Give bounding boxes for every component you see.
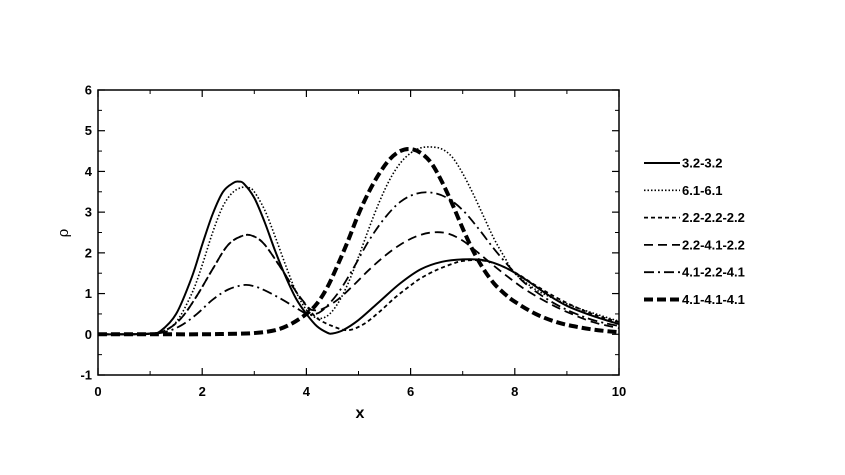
y-tick-label: 3 [85,205,92,220]
series-line-5 [98,146,619,337]
series-line-0 [98,180,619,336]
x-tick-label: 0 [94,384,101,399]
y-tick-label: 1 [85,286,92,301]
y-axis-label: ρ [54,228,72,237]
series-line-2 [98,233,619,336]
legend-label-1: 6.1-6.1 [682,183,722,198]
series-line-3 [98,231,619,336]
x-tick-label: 10 [612,384,626,399]
legend-label-5: 4.1-4.1-4.1 [682,292,745,307]
legend-label-4: 4.1-2.2-4.1 [682,265,745,280]
y-tick-label: 2 [85,245,92,260]
plot-frame [97,89,620,376]
y-tick-label: 4 [85,164,93,179]
series-line-1 [98,146,619,336]
legend-label-0: 3.2-3.2 [682,156,722,171]
y-tick-label: -1 [80,368,92,383]
x-tick-label: 4 [303,384,311,399]
legend: 3.2-3.2 6.1-6.1 2.2-2.2-2.2 2.2-4.1-2.2 4.1-… [644,156,745,307]
x-tick-label: 6 [407,384,414,399]
legend-label-2: 2.2-2.2-2.2 [682,210,745,225]
y-tick-label: 6 [85,83,92,98]
x-axis-label: x [356,405,365,422]
y-tick-label: 0 [85,327,92,342]
x-tick-label: 2 [199,384,206,399]
series-group [98,146,619,337]
x-tick-label: 8 [511,384,518,399]
legend-label-3: 2.2-4.1-2.2 [682,237,745,252]
y-tick-label: 5 [85,123,92,138]
